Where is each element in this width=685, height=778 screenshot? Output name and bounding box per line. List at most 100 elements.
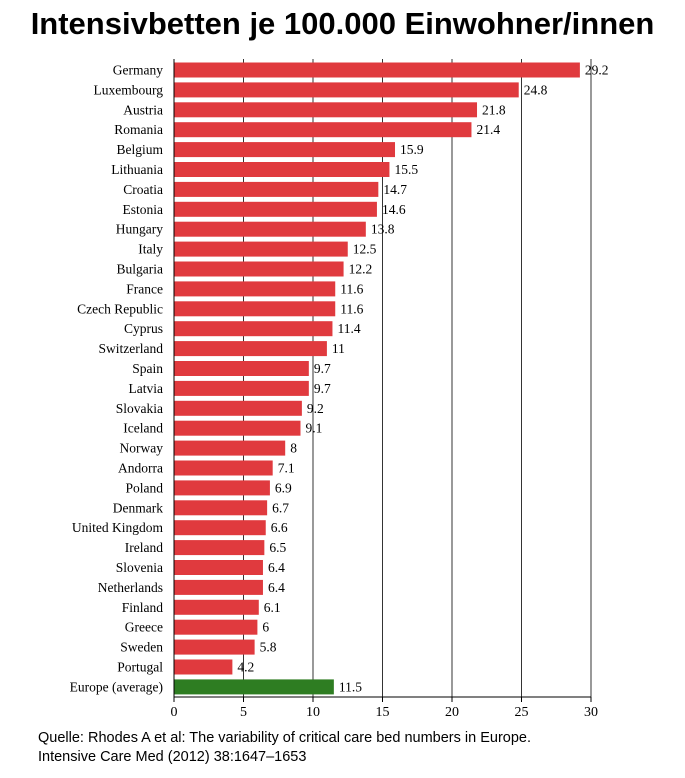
x-tick-label-1: 5 bbox=[240, 705, 247, 720]
bar-21 bbox=[174, 480, 270, 496]
value-label-10: 12.2 bbox=[349, 262, 373, 277]
bar-12 bbox=[174, 301, 336, 317]
bar-14 bbox=[174, 341, 327, 357]
value-label-27: 6.1 bbox=[264, 600, 281, 615]
value-label-2: 21.8 bbox=[482, 102, 506, 117]
category-label-8: Hungary bbox=[116, 222, 163, 237]
category-label-9: Italy bbox=[138, 242, 163, 257]
value-label-18: 9.1 bbox=[305, 421, 322, 436]
category-label-7: Estonia bbox=[123, 202, 164, 217]
category-label-25: Slovenia bbox=[116, 560, 163, 575]
value-label-25: 6.4 bbox=[268, 560, 285, 575]
category-label-20: Andorra bbox=[118, 461, 163, 476]
value-label-11: 11.6 bbox=[340, 281, 363, 296]
value-label-1: 24.8 bbox=[524, 82, 548, 97]
category-label-16: Latvia bbox=[129, 381, 163, 396]
value-label-31: 11.5 bbox=[339, 679, 362, 694]
bar-31 bbox=[174, 679, 334, 695]
value-label-16: 9.7 bbox=[314, 381, 331, 396]
category-label-0: Germany bbox=[113, 63, 163, 78]
bar-11 bbox=[174, 281, 336, 297]
bar-7 bbox=[174, 201, 377, 217]
value-label-3: 21.4 bbox=[476, 122, 500, 137]
bar-22 bbox=[174, 500, 268, 516]
bar-19 bbox=[174, 440, 286, 456]
value-label-0: 29.2 bbox=[585, 63, 609, 78]
value-label-26: 6.4 bbox=[268, 580, 285, 595]
value-label-30: 4.2 bbox=[237, 660, 254, 675]
value-label-8: 13.8 bbox=[371, 222, 395, 237]
bar-13 bbox=[174, 321, 333, 337]
value-label-29: 5.8 bbox=[260, 640, 277, 655]
category-label-6: Croatia bbox=[123, 182, 163, 197]
bar-28 bbox=[174, 619, 258, 635]
category-label-29: Sweden bbox=[120, 640, 163, 655]
source-citation: Quelle: Rhodes A et al: The variability … bbox=[38, 729, 531, 767]
category-label-23: United Kingdom bbox=[72, 520, 164, 535]
category-label-5: Lithuania bbox=[111, 162, 163, 177]
category-label-30: Portugal bbox=[117, 660, 163, 675]
value-label-12: 11.6 bbox=[340, 301, 363, 316]
category-label-3: Romania bbox=[114, 122, 163, 137]
category-label-22: Denmark bbox=[113, 500, 163, 515]
bar-1 bbox=[174, 82, 519, 98]
bar-20 bbox=[174, 460, 273, 476]
bar-5 bbox=[174, 162, 390, 177]
category-label-4: Belgium bbox=[117, 142, 164, 157]
bar-10 bbox=[174, 261, 344, 277]
bar-16 bbox=[174, 380, 309, 396]
value-label-9: 12.5 bbox=[353, 242, 377, 257]
category-label-21: Poland bbox=[125, 480, 163, 495]
bar-15 bbox=[174, 361, 309, 376]
x-tick-label-5: 25 bbox=[515, 705, 529, 720]
category-label-15: Spain bbox=[132, 361, 163, 376]
bar-6 bbox=[174, 181, 379, 197]
category-label-10: Bulgaria bbox=[117, 262, 164, 277]
bar-3 bbox=[174, 122, 472, 138]
value-label-7: 14.6 bbox=[382, 202, 406, 217]
value-label-14: 11 bbox=[332, 341, 345, 356]
source-line-2: Intensive Care Med (2012) 38:1647–1653 bbox=[38, 749, 307, 765]
category-label-28: Greece bbox=[125, 620, 163, 635]
category-label-14: Switzerland bbox=[99, 341, 164, 356]
value-label-4: 15.9 bbox=[400, 142, 424, 157]
category-label-17: Slovakia bbox=[116, 401, 163, 416]
category-label-1: Luxembourg bbox=[94, 82, 164, 97]
bar-8 bbox=[174, 221, 366, 237]
category-label-18: Iceland bbox=[123, 421, 163, 436]
x-tick-label-6: 30 bbox=[584, 705, 598, 720]
bar-18 bbox=[174, 420, 301, 436]
value-label-15: 9.7 bbox=[314, 361, 331, 376]
bar-9 bbox=[174, 241, 348, 257]
value-label-13: 11.4 bbox=[337, 321, 360, 336]
bar-17 bbox=[174, 400, 302, 416]
category-label-11: France bbox=[126, 281, 163, 296]
bar-29 bbox=[174, 639, 255, 655]
bar-24 bbox=[174, 540, 265, 556]
value-label-22: 6.7 bbox=[272, 500, 289, 515]
value-label-20: 7.1 bbox=[278, 461, 295, 476]
bar-30 bbox=[174, 659, 233, 675]
category-label-26: Netherlands bbox=[98, 580, 163, 595]
category-label-31: Europe (average) bbox=[70, 679, 163, 694]
category-label-27: Finland bbox=[122, 600, 164, 615]
category-label-12: Czech Republic bbox=[77, 301, 163, 316]
category-label-19: Norway bbox=[120, 441, 164, 456]
value-label-23: 6.6 bbox=[271, 520, 288, 535]
x-tick-label-3: 15 bbox=[376, 705, 390, 720]
value-label-21: 6.9 bbox=[275, 480, 292, 495]
bar-27 bbox=[174, 599, 259, 615]
x-tick-label-2: 10 bbox=[306, 705, 320, 720]
bar-4 bbox=[174, 142, 396, 158]
bar-25 bbox=[174, 560, 263, 575]
value-label-6: 14.7 bbox=[383, 182, 407, 197]
value-label-24: 6.5 bbox=[269, 540, 286, 555]
value-label-19: 8 bbox=[290, 441, 297, 456]
value-label-17: 9.2 bbox=[307, 401, 324, 416]
bar-23 bbox=[174, 520, 266, 536]
category-label-2: Austria bbox=[123, 102, 163, 117]
bar-chart: Germany 29.2 Luxembourg 24.8 Austria 21.8 Roma… bbox=[70, 59, 609, 720]
bar-0 bbox=[174, 62, 580, 78]
x-tick-label-0: 0 bbox=[171, 705, 178, 720]
bar-2 bbox=[174, 102, 478, 118]
